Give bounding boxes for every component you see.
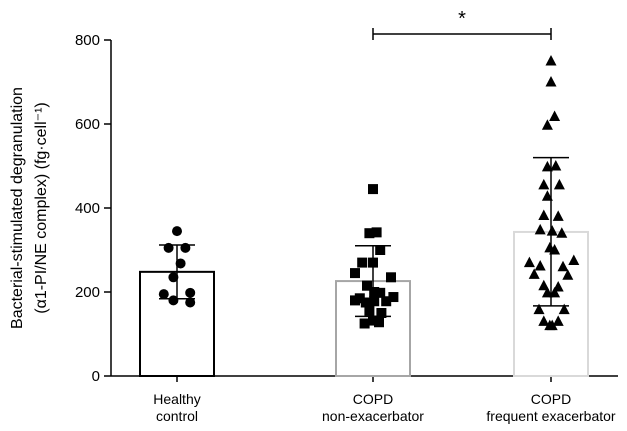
data-point <box>546 319 558 331</box>
data-point <box>534 223 546 235</box>
x-category-label-line2: frequent exacerbator <box>486 408 616 424</box>
data-point <box>172 226 182 237</box>
data-point <box>359 318 370 329</box>
y-tick-label: 0 <box>92 368 100 385</box>
data-point <box>375 245 386 255</box>
data-point <box>538 178 550 190</box>
data-point <box>553 178 565 190</box>
plot-area: 0200400600800HealthycontrolCOPDnon-exace… <box>75 8 618 424</box>
y-axis-label-line2: (α1-PI/NE complex) (fg·cell⁻¹) <box>33 102 50 314</box>
data-point <box>168 272 179 283</box>
data-point <box>374 317 384 328</box>
data-point <box>568 254 580 265</box>
x-category-label-line1: COPD <box>353 391 393 407</box>
data-point <box>381 296 392 307</box>
data-point <box>538 315 550 326</box>
data-point <box>523 256 535 268</box>
data-point <box>368 184 378 195</box>
data-point <box>550 160 562 171</box>
data-point <box>386 272 396 283</box>
data-point <box>541 160 553 172</box>
data-point <box>549 244 561 255</box>
data-point <box>538 279 550 291</box>
data-point <box>562 269 574 280</box>
data-point <box>556 227 568 238</box>
data-point <box>368 315 378 326</box>
y-tick-label: 400 <box>75 200 100 217</box>
data-point <box>350 268 360 279</box>
data-point <box>158 289 169 300</box>
y-tick-label: 800 <box>75 32 100 49</box>
data-point <box>185 297 196 308</box>
data-point <box>185 287 196 298</box>
data-point <box>534 259 546 271</box>
data-point <box>376 308 387 318</box>
data-point <box>362 280 372 291</box>
data-point <box>546 225 558 236</box>
data-point <box>375 287 386 298</box>
x-category-label-line2: non-exacerbator <box>322 408 424 424</box>
data-point <box>180 242 191 253</box>
data-point <box>350 295 360 306</box>
data-point <box>369 296 380 307</box>
data-point <box>557 260 569 272</box>
x-category-label-line2: control <box>156 408 198 424</box>
data-point <box>369 287 380 297</box>
data-point <box>541 119 553 130</box>
data-point <box>364 305 375 316</box>
y-axis-label-line1: Bacterial-stimulated degranulation <box>9 87 26 329</box>
data-point <box>364 228 375 239</box>
data-point <box>558 303 570 315</box>
data-point <box>533 303 545 315</box>
data-point <box>549 286 561 298</box>
data-point <box>538 209 550 221</box>
data-point <box>371 227 382 238</box>
data-point <box>357 257 368 268</box>
data-point <box>541 190 553 201</box>
y-tick-label: 200 <box>75 284 100 301</box>
data-point <box>552 315 564 326</box>
data-point <box>552 210 564 221</box>
data-point <box>163 242 174 253</box>
data-point <box>368 257 378 268</box>
data-point <box>541 286 553 298</box>
data-point <box>168 295 179 306</box>
y-tick-label: 600 <box>75 116 100 133</box>
x-category-label-line1: COPD <box>531 391 571 407</box>
data-point <box>175 258 186 269</box>
data-point <box>549 110 561 121</box>
significance-label: * <box>458 8 466 30</box>
data-point <box>545 55 557 66</box>
data-point <box>528 268 540 279</box>
data-point <box>545 76 557 87</box>
x-category-label-line1: Healthy <box>153 391 200 407</box>
data-point <box>388 292 399 303</box>
data-point <box>360 297 371 308</box>
